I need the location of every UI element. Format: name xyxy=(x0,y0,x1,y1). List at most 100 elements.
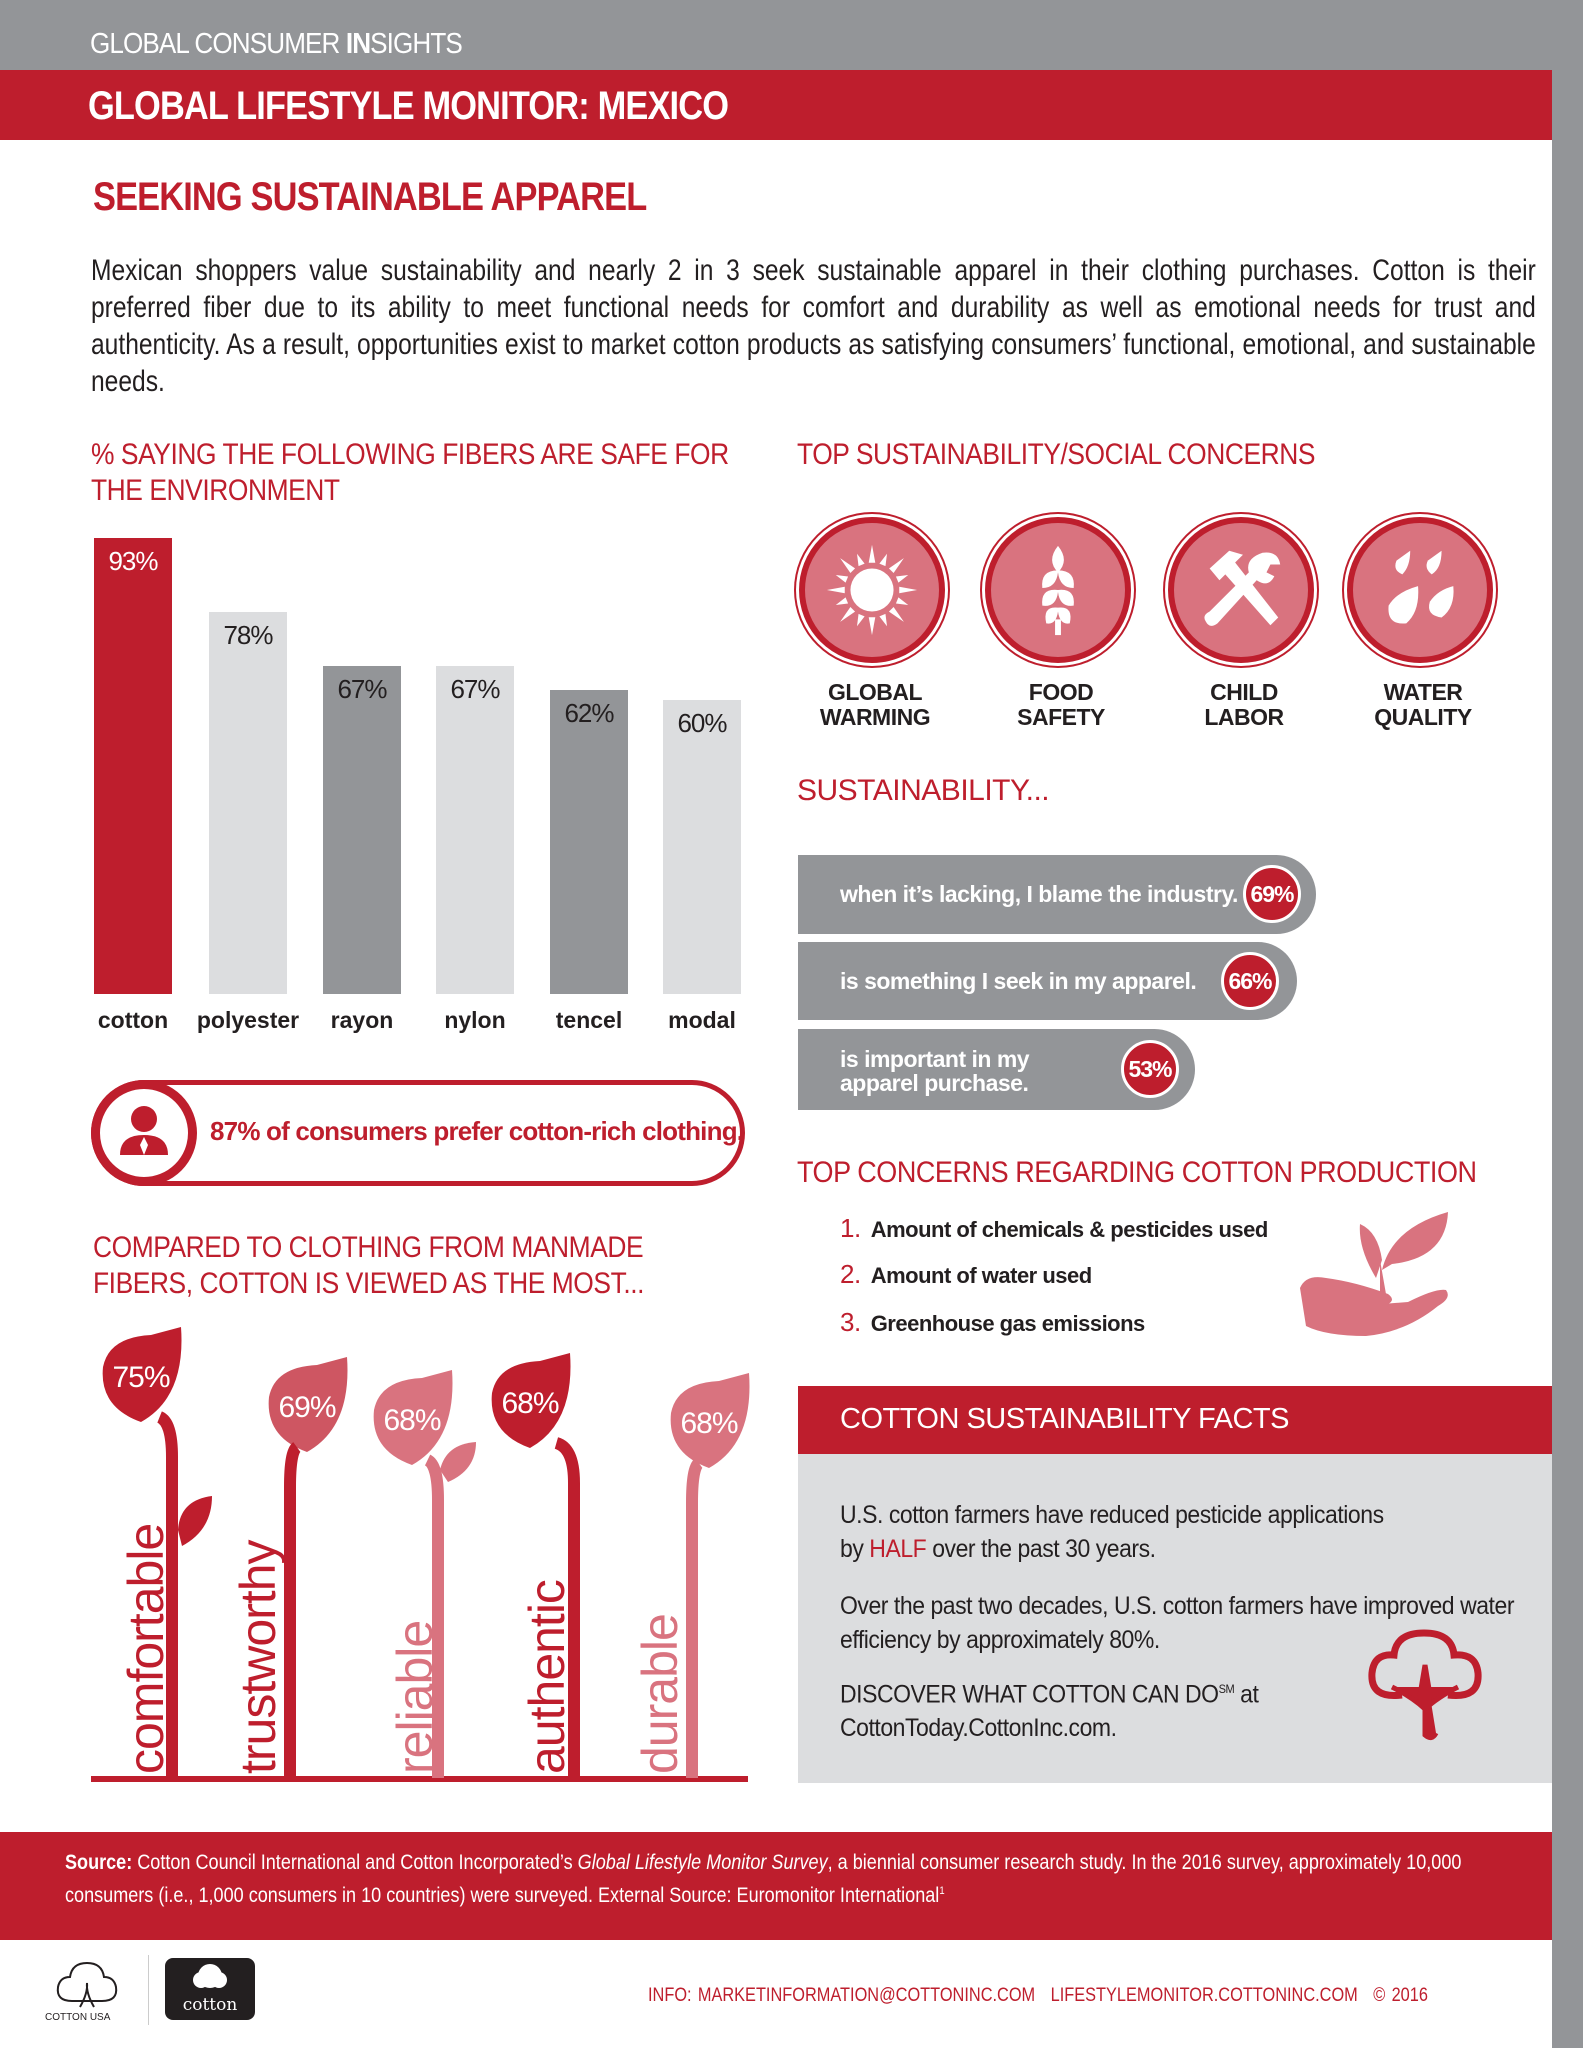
sustainability-value: 66% xyxy=(1221,952,1279,1010)
hammer-wrench-icon xyxy=(1168,517,1314,663)
concerns-title: TOP SUSTAINABILITY/SOCIAL CONCERNS xyxy=(797,438,1316,471)
bar-polyester xyxy=(209,611,287,994)
concern-label: WATER QUALITY xyxy=(1338,680,1508,730)
kicker-text: GLOBAL CONSUMER xyxy=(90,28,346,60)
fact-text: U.S. cotton farmers have reduced pestici… xyxy=(840,1501,1384,1529)
sustainability-bar: when it’s lacking, I blame the industry.… xyxy=(798,855,1316,934)
info-email-link[interactable]: INFO: MARKETINFORMATION@COTTONINC.COM xyxy=(648,1985,1036,2006)
attribute-value: 68% xyxy=(383,1404,440,1437)
contact-line: INFO: MARKETINFORMATION@COTTONINC.COM LIF… xyxy=(648,1985,1443,2007)
concern-label-line: CHILD xyxy=(1210,679,1278,705)
plant-authentic: 68% authentic xyxy=(491,1353,580,1778)
attribute-value: 68% xyxy=(680,1407,737,1440)
production-concern-item: 2. Amount of water used xyxy=(840,1259,1092,1290)
plant-stem xyxy=(686,1458,704,1778)
source-band xyxy=(0,1832,1552,1940)
bar-category-label: nylon xyxy=(444,1007,506,1033)
bar-tencel xyxy=(550,690,628,994)
attribute-value: 69% xyxy=(278,1391,335,1424)
plant-stem xyxy=(284,1442,302,1778)
cotton-usa-logo xyxy=(56,1961,118,2008)
copyright: © 2016 xyxy=(1373,1985,1428,2006)
sun-icon xyxy=(799,517,945,663)
attribute-value: 75% xyxy=(112,1361,169,1394)
attribute-label: authentic xyxy=(519,1580,575,1774)
sustainability-bar: is something I seek in my apparel. 66% xyxy=(798,942,1297,1020)
production-concerns-title: TOP CONCERNS REGARDING COTTON PRODUCTION xyxy=(797,1156,1477,1189)
item-text: Amount of chemicals & pesticides used xyxy=(870,1217,1269,1242)
plant-durable: 68% durable xyxy=(632,1373,750,1778)
concern-label: CHILD LABOR xyxy=(1159,680,1329,730)
bar-value-label: 67% xyxy=(450,673,500,704)
plant-stem xyxy=(554,1437,580,1778)
concern-label-line: WATER xyxy=(1383,679,1463,705)
bar-category-label: tencel xyxy=(555,1007,623,1033)
cotton-inc-logo-text: cotton xyxy=(182,1995,238,2015)
cotton-today-link[interactable]: CottonToday.CottonInc.com. xyxy=(840,1714,1117,1743)
item-number: 1. xyxy=(840,1213,861,1243)
concern-label-line: GLOBAL xyxy=(827,679,923,705)
concern-label-line: LABOR xyxy=(1204,704,1284,730)
source-note: Source: Cotton Council International and… xyxy=(65,1849,1527,1910)
bar-category-label: rayon xyxy=(330,1007,394,1033)
cotton-boll-icon xyxy=(1368,1629,1482,1741)
kicker-bold: IN xyxy=(345,28,371,60)
concern-label-line: FOOD xyxy=(1028,679,1094,705)
side-leaf xyxy=(178,1496,212,1546)
hand-with-sprout-icon xyxy=(1300,1212,1448,1336)
source-label: Source: xyxy=(65,1851,133,1874)
logo-divider xyxy=(148,1955,149,2025)
plant-leaf xyxy=(373,1370,453,1465)
bar-category-label: polyester xyxy=(196,1007,300,1033)
main-title: GLOBAL LIFESTYLE MONITOR: MEXICO xyxy=(88,84,729,128)
fact-pesticides: U.S. cotton farmers have reduced pestici… xyxy=(840,1498,1521,1566)
bar-modal xyxy=(663,700,741,994)
statement-line: apparel purchase. xyxy=(840,1070,1029,1096)
cotton-usa-logo-text: COTTON USA xyxy=(45,2012,111,2023)
website-link[interactable]: LIFESTYLEMONITOR.COTTONINC.COM xyxy=(1050,1985,1358,2006)
plant-leaf xyxy=(102,1327,182,1422)
ground-line xyxy=(91,1776,748,1782)
concern-label: GLOBAL WARMING xyxy=(790,680,960,730)
right-gray-strip xyxy=(1552,0,1583,2048)
bar-nylon xyxy=(436,665,514,994)
sustainability-statement: is important in my apparel purchase. xyxy=(840,1047,1030,1096)
fact-text: by xyxy=(840,1535,870,1563)
item-text: Greenhouse gas emissions xyxy=(870,1311,1146,1336)
fiber-chart-title: % SAYING THE FOLLOWING FIBERS ARE SAFE F… xyxy=(91,438,729,507)
title-band xyxy=(0,70,1552,140)
bar-value-label: 78% xyxy=(223,619,273,650)
attribute-label: durable xyxy=(632,1614,688,1774)
attribute-value: 68% xyxy=(501,1387,558,1420)
plant-leaf xyxy=(268,1357,348,1452)
person-icon xyxy=(91,1080,197,1186)
callout-text: 87% of consumers prefer cotton-rich clot… xyxy=(210,1116,744,1146)
sustainability-statement: is something I seek in my apparel. xyxy=(840,968,1197,994)
source-text: , a biennial consumer research study. In… xyxy=(65,1851,1462,1907)
plant-leaf xyxy=(491,1353,571,1448)
fact-text: over the past 30 years. xyxy=(926,1535,1156,1563)
plant-leaf xyxy=(670,1373,750,1468)
footnote-mark: 1 xyxy=(939,1885,945,1897)
bar-category-label: cotton xyxy=(97,1007,169,1033)
sustainability-bar: is important in my apparel purchase. 53% xyxy=(798,1029,1195,1110)
concern-label-line: WARMING xyxy=(819,704,931,730)
intro-paragraph: Mexican shoppers value sustainability an… xyxy=(91,254,1536,398)
bar-category-label: modal xyxy=(668,1007,736,1033)
production-concern-item: 1. Amount of chemicals & pesticides used xyxy=(840,1213,1268,1244)
side-leaf xyxy=(440,1442,476,1482)
survey-name: Global Lifestyle Monitor Survey xyxy=(577,1851,828,1874)
attributes-plant-chart: 75%comfortable69%trustworthy68%reliable6… xyxy=(91,1327,750,1782)
bar-rayon xyxy=(323,665,401,994)
attribute-label: trustworthy xyxy=(230,1539,286,1774)
kicker: GLOBAL CONSUMER INSIGHTS xyxy=(90,28,463,61)
item-text: Amount of water used xyxy=(870,1263,1093,1288)
plant-trustworthy: 69% trustworthy xyxy=(230,1357,348,1778)
attribute-label: comfortable xyxy=(118,1524,174,1774)
plant-comfortable: 75% comfortable xyxy=(102,1327,182,1778)
top-gray-bar xyxy=(0,0,1583,70)
sustainability-statement: when it’s lacking, I blame the industry. xyxy=(840,881,1238,907)
fact-water: Over the past two decades, U.S. cotton f… xyxy=(840,1592,1515,1654)
bar-cotton xyxy=(94,538,172,994)
